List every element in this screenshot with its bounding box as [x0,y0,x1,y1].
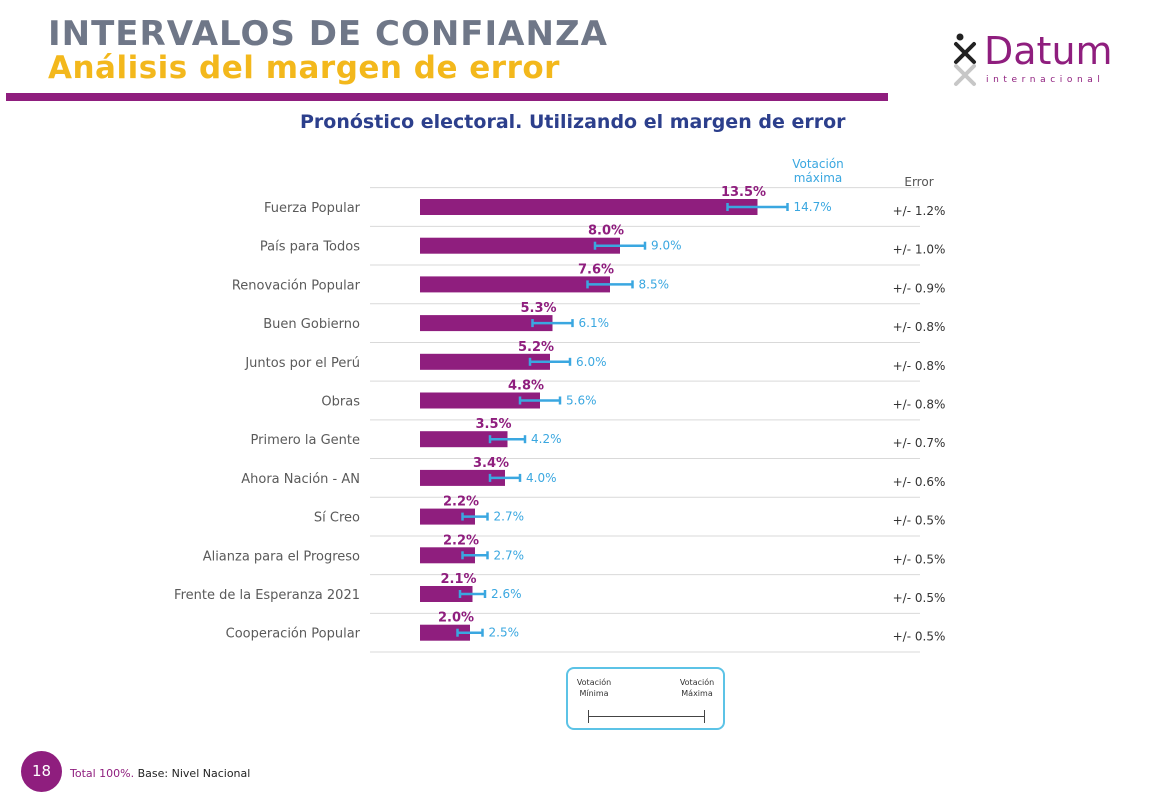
category-label: Fuerza Popular [264,201,361,216]
header-divider [6,93,888,101]
legend-range-line [588,716,704,717]
datum-dna-icon [954,33,976,86]
value-label: 2.0% [438,611,474,626]
value-label: 5.3% [520,301,556,316]
error-label: +/- 0.5% [893,514,946,528]
value-label: 2.1% [440,572,476,587]
category-label: Renovación Popular [232,278,361,293]
legend-max-label: Votación Máxima [679,678,715,698]
error-label: +/- 0.5% [893,552,946,566]
error-label: +/- 0.5% [893,630,946,644]
error-label: +/- 0.7% [893,436,946,450]
category-label: País para Todos [260,240,360,255]
error-label: +/- 0.8% [893,320,946,334]
max-vote-label: 2.7% [494,510,525,524]
chart-title: Pronóstico electoral. Utilizando el marg… [300,111,846,133]
category-label: Frente de la Esperanza 2021 [174,588,360,603]
error-header: Error [904,175,934,189]
value-label: 3.4% [473,456,509,471]
legend-min-tick [588,710,589,723]
max-vote-label: 9.0% [651,239,682,253]
max-vote-header: Votación máxima [792,157,844,185]
datum-logo: Datum internacional [952,28,1132,90]
error-label: +/- 1.0% [893,243,946,257]
footnote: Total 100%. Base: Nivel Nacional [70,767,250,780]
category-label: Primero la Gente [251,433,361,448]
bar [420,431,508,448]
max-vote-label: 2.7% [494,548,525,562]
category-label: Cooperación Popular [226,627,361,642]
max-vote-label: 2.6% [491,587,522,601]
max-vote-label: 5.6% [566,394,597,408]
legend-min-label: Votación Mínima [576,678,612,698]
category-label: Ahora Nación - AN [241,472,360,487]
page-number: 18 [21,751,62,792]
footnote-highlight: Total 100%. [70,767,135,780]
category-label: Obras [321,395,360,410]
max-vote-label: 6.1% [579,316,610,330]
bar [420,199,758,215]
value-label: 2.2% [443,533,479,548]
max-vote-label: 6.0% [576,355,607,369]
value-label: 3.5% [475,417,511,432]
category-label: Sí Creo [314,511,360,526]
max-vote-label: 14.7% [794,200,832,214]
max-vote-label: 2.5% [489,626,520,640]
legend-box: Votación Mínima Votación Máxima [566,667,725,730]
logo-tagline: internacional [986,75,1105,85]
page-title: INTERVALOS DE CONFIANZA [48,14,608,54]
bar [420,392,540,409]
bar [420,353,550,370]
value-label: 13.5% [721,185,766,200]
footnote-base: Base: Nivel Nacional [134,767,251,780]
max-vote-label: 8.5% [639,277,670,291]
bar [420,276,610,293]
category-label: Juntos por el Perú [244,356,360,371]
value-label: 5.2% [518,340,554,355]
max-vote-label: 4.0% [526,471,557,485]
error-label: +/- 0.8% [893,359,946,373]
page-subtitle: Análisis del margen de error [48,50,560,86]
legend-max-tick [704,710,705,723]
error-label: +/- 0.5% [893,591,946,605]
category-label: Alianza para el Progreso [203,549,360,564]
value-label: 7.6% [578,262,614,277]
value-label: 4.8% [508,379,544,394]
value-label: 2.2% [443,495,479,510]
error-label: +/- 0.8% [893,398,946,412]
error-label: +/- 1.2% [893,204,946,218]
error-label: +/- 0.9% [893,281,946,295]
bar [420,469,505,486]
category-label: Buen Gobierno [263,317,360,332]
error-label: +/- 0.6% [893,475,946,489]
bar [420,237,620,254]
logo-wordmark: Datum [984,29,1113,73]
value-label: 8.0% [588,224,624,239]
bar [420,315,553,332]
max-vote-label: 4.2% [531,432,562,446]
